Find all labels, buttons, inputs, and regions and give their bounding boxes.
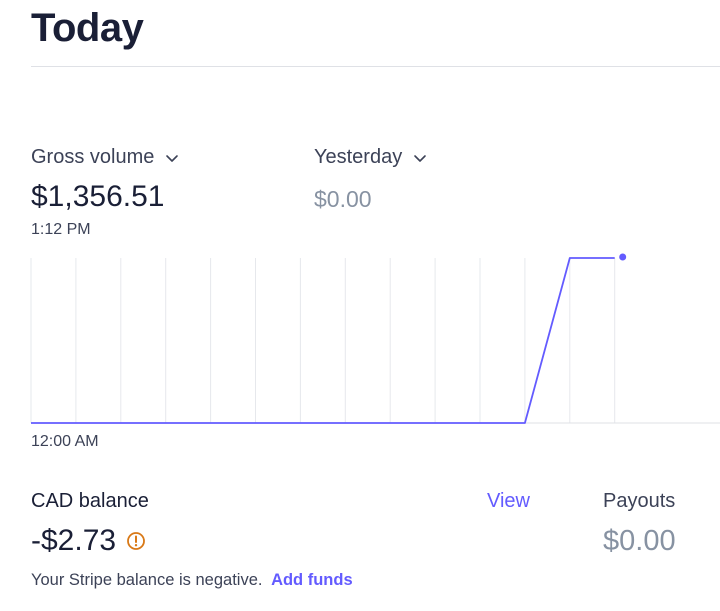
- cad-balance-value-row: -$2.73: [31, 524, 146, 558]
- cad-balance-label: CAD balance: [31, 490, 149, 512]
- chevron-down-icon: [414, 154, 427, 162]
- header-divider: [31, 66, 720, 67]
- comparison-value: $0.00: [314, 186, 372, 212]
- gross-volume-selector[interactable]: Gross volume: [31, 146, 180, 169]
- negative-balance-note: Your Stripe balance is negative. Add fun…: [31, 571, 353, 590]
- chart-grid: [30, 258, 616, 423]
- warning-icon[interactable]: [126, 531, 146, 551]
- gross-volume-chart[interactable]: [0, 250, 720, 430]
- gross-volume-value: $1,356.51: [31, 180, 165, 213]
- payouts-value: $0.00: [603, 525, 676, 557]
- view-balance-link[interactable]: View: [487, 490, 530, 512]
- add-funds-link[interactable]: Add funds: [271, 571, 353, 589]
- chevron-down-icon: [166, 154, 179, 162]
- comparison-label: Yesterday: [314, 146, 403, 168]
- current-time-label: 1:12 PM: [31, 221, 91, 238]
- gross-volume-label: Gross volume: [31, 146, 155, 168]
- x-axis-start-label: 12:00 AM: [31, 433, 99, 450]
- negative-balance-text: Your Stripe balance is negative.: [31, 571, 263, 589]
- page-title: Today: [31, 6, 144, 50]
- series-endpoint: [619, 253, 627, 261]
- series-line: [31, 257, 615, 424]
- payouts-label: Payouts: [603, 490, 676, 512]
- comparison-selector[interactable]: Yesterday: [314, 146, 428, 169]
- cad-balance-value: -$2.73: [31, 524, 117, 557]
